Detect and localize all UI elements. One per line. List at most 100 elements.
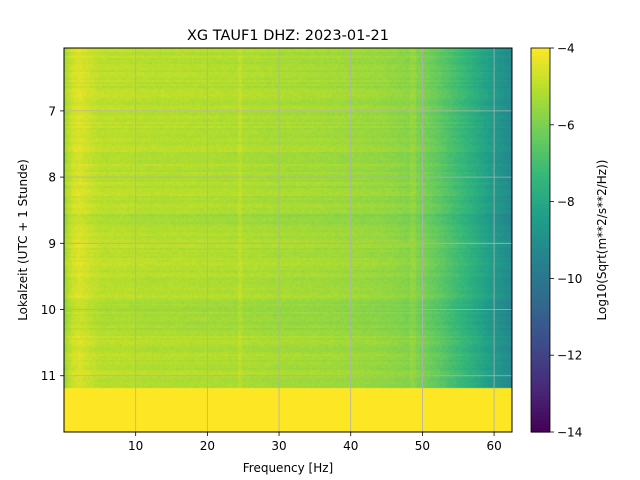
colorbar-segment	[531, 160, 550, 165]
spectrogram-image	[64, 48, 512, 432]
colorbar-segment	[531, 60, 550, 65]
colorbar-segment	[531, 408, 550, 413]
colorbar-segment	[531, 240, 550, 245]
y-axis-label: Lokalzeit (UTC + 1 Stunde)	[16, 159, 30, 321]
colorbar-segment	[531, 228, 550, 233]
colorbar-segment	[531, 328, 550, 333]
colorbar-segment	[531, 280, 550, 285]
colorbar-segment	[531, 252, 550, 257]
colorbar-tick-label: −8	[557, 195, 575, 209]
colorbar-segment	[531, 52, 550, 57]
plot-area: 10 20 30 40 50 60 7 8 9 10 11	[41, 47, 513, 453]
colorbar-segment	[531, 352, 550, 357]
colorbar-segment	[531, 224, 550, 229]
y-tick-label: 11	[41, 369, 56, 383]
y-tick-label: 7	[48, 104, 56, 118]
colorbar-segment	[531, 296, 550, 301]
y-tick-label: 8	[48, 171, 56, 185]
colorbar-segment	[531, 360, 550, 365]
colorbar-segment	[531, 76, 550, 81]
colorbar-segment	[531, 92, 550, 97]
colorbar-segment	[531, 248, 550, 253]
colorbar-segment	[531, 324, 550, 329]
colorbar-segment	[531, 388, 550, 393]
y-tick-label: 10	[41, 303, 56, 317]
x-tick-label: 40	[343, 439, 358, 453]
colorbar-tick-label: −12	[557, 349, 582, 363]
colorbar-frame	[530, 47, 551, 433]
colorbar-segment	[531, 288, 550, 293]
colorbar-segment	[531, 200, 550, 205]
colorbar-segment	[531, 168, 550, 173]
colorbar-segment	[531, 364, 550, 369]
colorbar-segment	[531, 244, 550, 249]
colorbar-segment	[531, 372, 550, 377]
colorbar-segment	[531, 368, 550, 373]
colorbar-segment	[531, 236, 550, 241]
colorbar-segment	[531, 72, 550, 77]
colorbar-segment	[531, 56, 550, 61]
colorbar-segment	[531, 220, 550, 225]
x-tick-label: 60	[486, 439, 501, 453]
colorbar-segment	[531, 416, 550, 421]
colorbar-segment	[531, 272, 550, 277]
colorbar-segment	[531, 300, 550, 305]
colorbar-segment	[531, 424, 550, 429]
colorbar-segment	[531, 208, 550, 213]
colorbar-segment	[531, 120, 550, 125]
colorbar-segment	[531, 192, 550, 197]
x-tick-label: 30	[271, 439, 286, 453]
chart-title: XG TAUF1 DHZ: 2023-01-21	[187, 28, 389, 44]
colorbar-segment	[531, 196, 550, 201]
colorbar-segment	[531, 136, 550, 141]
colorbar-segment	[531, 356, 550, 361]
colorbar-segment	[531, 176, 550, 181]
colorbar-segment	[531, 260, 550, 265]
colorbar-segment	[531, 152, 550, 157]
x-tick-label: 50	[415, 439, 430, 453]
colorbar-segment	[531, 84, 550, 89]
colorbar-segment	[531, 316, 550, 321]
colorbar-segment	[531, 104, 550, 109]
colorbar-segment	[531, 172, 550, 177]
colorbar-tick-label: −10	[557, 272, 582, 286]
x-tick-label: 10	[128, 439, 143, 453]
colorbar-segment	[531, 384, 550, 389]
colorbar-segment	[531, 336, 550, 341]
colorbar-segment	[531, 428, 550, 433]
colorbar-segment	[531, 276, 550, 281]
colorbar-segment	[531, 156, 550, 161]
x-tick-label: 20	[200, 439, 215, 453]
colorbar-segment	[531, 184, 550, 189]
colorbar-segment	[531, 80, 550, 85]
colorbar-segment	[531, 304, 550, 309]
colorbar-segment	[531, 400, 550, 405]
colorbar-segment	[531, 212, 550, 217]
colorbar-segment	[531, 128, 550, 133]
colorbar-segment	[531, 96, 550, 101]
plot-frame	[63, 47, 513, 433]
colorbar-segment	[531, 116, 550, 121]
colorbar-tick-label: −4	[557, 42, 575, 56]
colorbar-segment	[531, 140, 550, 145]
colorbar-segment	[531, 268, 550, 273]
colorbar-segment	[531, 216, 550, 221]
colorbar-segment	[531, 204, 550, 209]
colorbar-segment	[531, 256, 550, 261]
colorbar-segment	[531, 284, 550, 289]
colorbar-segment	[531, 48, 550, 53]
colorbar-segment	[531, 380, 550, 385]
colorbar-segment	[531, 340, 550, 345]
colorbar-segment	[531, 124, 550, 129]
colorbar-segment	[531, 88, 550, 93]
colorbar-segment	[531, 308, 550, 313]
colorbar-segment	[531, 180, 550, 185]
colorbar-segment	[531, 264, 550, 269]
colorbar: −4 −6 −8 −10 −12 −14	[530, 42, 582, 440]
x-axis-label: Frequency [Hz]	[243, 461, 334, 475]
colorbar-segment	[531, 392, 550, 397]
colorbar-segment	[531, 420, 550, 425]
colorbar-segment	[531, 312, 550, 317]
colorbar-segment	[531, 332, 550, 337]
